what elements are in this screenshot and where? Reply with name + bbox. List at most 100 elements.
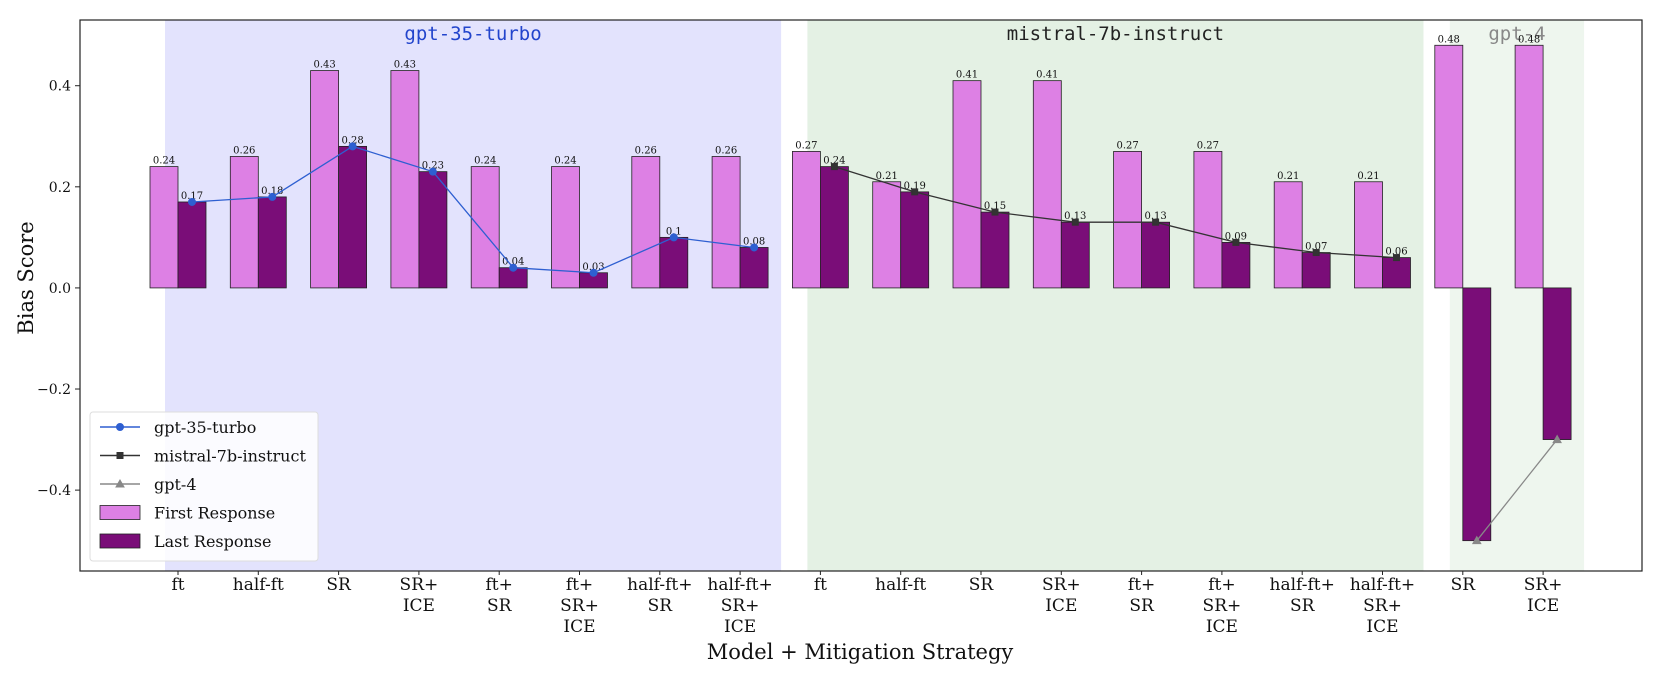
bar-label-last-1-1: 0.19	[904, 181, 926, 192]
x-tick-line: ft+	[1208, 575, 1235, 595]
bar-label-first-0-2: 0.43	[313, 60, 335, 71]
bar-first-1-2	[952, 80, 982, 289]
x-tick-line: ICE	[403, 596, 435, 616]
x-tick-line: SR	[969, 575, 995, 595]
trend-line-layer	[188, 142, 1562, 545]
bar-first-2-1	[1514, 44, 1544, 289]
bar-label-first-1-6: 0.21	[1277, 171, 1299, 182]
bar-label-last-0-4: 0.04	[502, 257, 524, 268]
bar-last-0-1	[257, 196, 287, 289]
trend-line-1	[834, 165, 1397, 259]
group-title-1: mistral-7b-instruct	[1007, 23, 1224, 45]
x-axis-title: Model + Mitigation Strategy	[707, 640, 1014, 664]
x-tick-label-2-0: SR	[1451, 575, 1477, 595]
bar-label-last-0-1: 0.18	[261, 186, 283, 197]
x-tick-line: ICE	[1045, 596, 1077, 616]
x-tick-label-1-4: ft+ SR	[1128, 575, 1155, 616]
bar-label-first-2-0: 0.48	[1438, 34, 1460, 45]
trend-marker-0-1	[268, 192, 277, 201]
x-tick-label-0-3: SR+ ICE	[400, 575, 439, 616]
x-tick-label-0-4: ft+ SR	[486, 575, 513, 616]
legend-label: First Response	[154, 504, 275, 523]
bar-last-1-5	[1221, 242, 1251, 289]
legend-swatch-marker	[116, 452, 124, 459]
x-tick-label-1-7: half-ft+ SR+ ICE	[1350, 575, 1415, 637]
x-tick-line: half-ft+	[707, 575, 772, 595]
trend-marker-2-0	[1471, 535, 1482, 545]
x-tick-label-1-6: half-ft+ SR	[1270, 575, 1335, 616]
x-tick-label-2-1: SR+ ICE	[1524, 575, 1563, 616]
bar-last-0-7	[739, 247, 769, 289]
bar-first-0-4	[470, 166, 500, 289]
y-tick-label: −0.2	[37, 382, 71, 398]
x-tick-label-0-1: half-ft	[233, 575, 284, 595]
x-tick-line: half-ft+	[1350, 575, 1415, 595]
trend-line-2	[1476, 439, 1558, 542]
x-tick-line: ICE	[1527, 596, 1559, 616]
legend-swatch-patch	[99, 505, 141, 520]
bar-label-first-0-4: 0.24	[474, 156, 496, 167]
bar-label-first-1-4: 0.27	[1116, 140, 1138, 151]
x-tick-line: SR+	[1042, 575, 1081, 595]
x-tick-line: ICE	[563, 617, 595, 637]
bar-label-first-1-1: 0.21	[876, 171, 898, 182]
x-tick-line: half-ft+	[1270, 575, 1335, 595]
bar-last-1-3	[1060, 221, 1090, 289]
trend-marker-0-6	[669, 233, 678, 242]
bar-last-0-0	[177, 201, 207, 289]
trend-marker-0-4	[509, 263, 518, 272]
bar-last-0-2	[338, 145, 368, 289]
x-tick-label-0-0: ft	[171, 575, 184, 595]
legend-label: mistral-7b-instruct	[154, 447, 306, 466]
x-tick-label-0-5: ft+ SR+ ICE	[560, 575, 599, 637]
x-tick-line: SR	[1290, 596, 1316, 616]
group-title-2: gpt-4	[1488, 23, 1545, 45]
bar-label-first-0-0: 0.24	[153, 156, 175, 167]
x-tick-line: SR+	[1363, 596, 1402, 616]
legend: gpt-35-turbo mistral-7b-instruct gpt-4 Firs…	[89, 411, 319, 562]
x-tick-line: half-ft+	[627, 575, 692, 595]
trend-marker-1-4	[1152, 218, 1160, 226]
bar-first-0-3	[390, 70, 420, 289]
group-title-layer: gpt-35-turbo mistral-7b-instruct gpt-4	[404, 23, 1545, 45]
bar-last-0-6	[659, 236, 689, 289]
bar-label-first-1-0: 0.27	[795, 140, 817, 151]
x-tick-line: half-ft	[233, 575, 284, 595]
bar-label-first-0-7: 0.26	[715, 145, 737, 156]
bar-label-first-0-3: 0.43	[394, 60, 416, 71]
bar-label-first-1-7: 0.21	[1357, 171, 1379, 182]
trend-marker-0-2	[348, 142, 357, 151]
trend-marker-1-0	[830, 163, 838, 171]
y-axis-title: Bias Score	[14, 221, 38, 334]
legend-swatch-marker	[115, 478, 125, 488]
bar-first-0-6	[631, 156, 661, 289]
x-tick-label-0-2: SR	[326, 575, 352, 595]
bar-first-1-4	[1113, 151, 1142, 289]
trend-marker-1-6	[1312, 249, 1320, 257]
bar-label-last-0-0: 0.17	[181, 191, 203, 202]
legend-label: Last Response	[154, 532, 271, 551]
x-tick-label-1-3: SR+ ICE	[1042, 575, 1081, 616]
legend-label: gpt-4	[154, 475, 197, 494]
bar-label-last-0-5: 0.03	[582, 262, 604, 273]
x-tick-line: ft	[814, 575, 827, 595]
bar-label-last-0-2: 0.28	[341, 135, 363, 146]
trend-marker-0-3	[428, 167, 437, 176]
plot-frame	[79, 19, 1643, 572]
bar-first-1-3	[1032, 80, 1062, 289]
bar-first-0-5	[551, 166, 580, 289]
bar-label-last-1-3: 0.13	[1064, 211, 1086, 222]
y-tick-label: 0.0	[49, 281, 71, 297]
y-tick-label: 0.2	[49, 180, 71, 196]
group-shading-layer	[165, 20, 1585, 571]
bar-last-1-2	[980, 211, 1010, 289]
bar-label-last-0-3: 0.23	[422, 161, 444, 172]
trend-marker-1-2	[991, 208, 999, 216]
group-title-0: gpt-35-turbo	[404, 23, 541, 45]
bar-last-2-1	[1542, 287, 1572, 440]
x-tick-line: ICE	[1206, 617, 1238, 637]
x-tick-line: SR	[648, 596, 674, 616]
bar-label-last-1-6: 0.07	[1305, 242, 1327, 253]
